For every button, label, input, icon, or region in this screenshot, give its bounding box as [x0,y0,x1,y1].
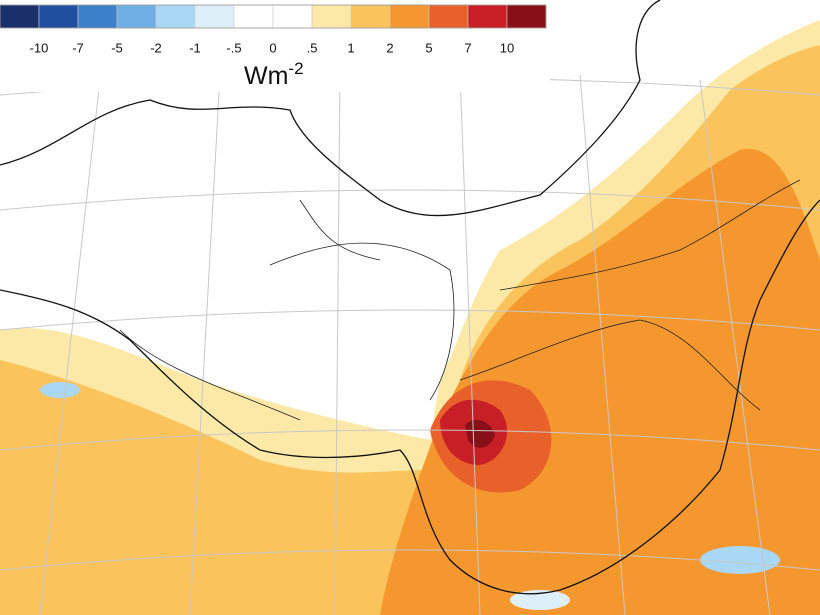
colorbar-box [194,4,235,29]
colorbar-box [116,4,157,29]
colorbar-box [77,4,118,29]
colorbar-tick-label: -1 [189,40,201,55]
colorbar-frame [0,4,547,29]
colorbar: -10 -7 -5 -2 -1 -.5 0 .5 1 2 5 7 10 [0,4,547,55]
colorbar-tick-label: 7 [464,40,471,55]
colorbar-tick-label: -2 [150,40,162,55]
colorbar-tick-label: 1 [347,40,354,55]
colorbar-tick-label: .5 [307,40,318,55]
colorbar-box [38,4,79,29]
colorbar-box [428,4,469,29]
field-max [465,419,495,448]
colorbar-tick-label: -7 [72,40,84,55]
colorbar-box [506,4,547,29]
colorbar-box [155,4,196,29]
colorbar-box [389,4,430,29]
colorbar-tick-label: 5 [425,40,432,55]
colorbar-tick-label: -5 [111,40,123,55]
graticule [0,71,820,615]
colorbar-tick-label: -.5 [226,40,241,55]
field-negative [40,382,80,398]
borders [0,0,820,595]
unit-label: Wm-2 [244,59,304,90]
unit-exponent: -2 [288,59,303,78]
colorbar-tick-label: -10 [30,40,49,55]
field-negative [700,546,780,574]
field [0,20,820,615]
colorbar-box [0,4,40,29]
unit-base: Wm [244,62,288,90]
colorbar-box [467,4,508,29]
colorbar-box [350,4,391,29]
colorbar-box [311,4,352,29]
colorbar-tick-label: 0 [269,40,276,55]
colorbar-box [233,4,274,29]
colorbar-tick-label: 2 [386,40,393,55]
field-strong [380,148,820,615]
field-negative [510,590,570,610]
colorbar-tick-label: 10 [500,40,514,55]
colorbar-box [272,4,313,29]
